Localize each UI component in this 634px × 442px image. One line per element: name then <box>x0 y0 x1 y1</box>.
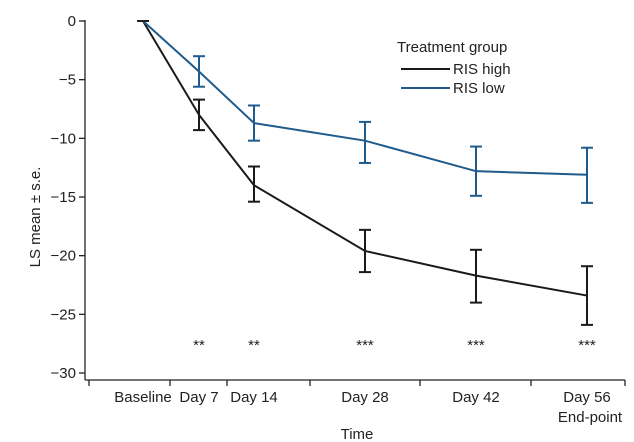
legend-label: RIS low <box>453 80 505 97</box>
x-tick-label: Baseline <box>114 389 172 406</box>
x-tick-label: Day 42 <box>452 389 500 406</box>
legend-label: RIS high <box>453 61 511 78</box>
y-tick-label: −30 <box>51 365 76 382</box>
x-tick-label: Day 28 <box>341 389 389 406</box>
x-tick-label: Day 56 <box>563 389 611 406</box>
y-tick-label: 0 <box>68 13 76 30</box>
y-axis-title: LS mean ± s.e. <box>27 167 44 268</box>
series-line <box>142 20 588 297</box>
y-tick-label: −10 <box>51 130 76 147</box>
y-tick-label: −25 <box>51 306 76 323</box>
series-ris-low <box>142 20 593 204</box>
series-ris-high <box>142 20 593 326</box>
series-line <box>142 20 588 176</box>
y-tick-label: −20 <box>51 248 76 265</box>
y-tick-label: −15 <box>51 189 76 206</box>
x-tick-label: Day 14 <box>230 389 278 406</box>
significance-label: *** <box>356 337 374 354</box>
x-tick-label: Day 7 <box>179 389 218 406</box>
x-tick-sublabel: End-point <box>558 409 623 426</box>
significance-label: *** <box>467 337 485 354</box>
significance-label: *** <box>578 337 596 354</box>
y-tick-label: −5 <box>59 72 76 89</box>
plot-area: 0 −5 −10 −15 −20 −25 −30 Baseline Day 7 Day 14 Day… <box>51 13 626 426</box>
x-axis-title: Time <box>341 426 374 442</box>
legend: Treatment group RIS high RIS low <box>397 39 511 97</box>
legend-title: Treatment group <box>397 39 507 56</box>
significance-label: ** <box>248 337 260 354</box>
significance-label: ** <box>193 337 205 354</box>
